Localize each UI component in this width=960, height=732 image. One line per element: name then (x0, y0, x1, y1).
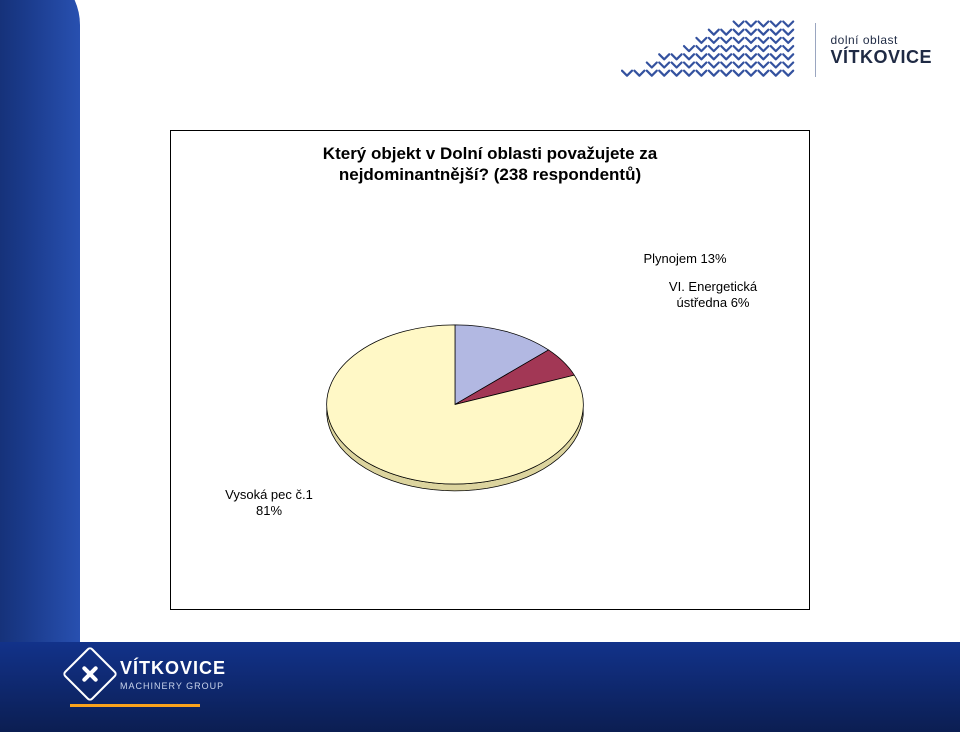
chart-title: Který objekt v Dolní oblasti považujete … (171, 143, 809, 186)
chevron-cloud-icon (621, 18, 801, 82)
chart-title-line1: Který objekt v Dolní oblasti považujete … (323, 144, 657, 163)
pie-chart (301, 259, 609, 567)
footer-logo-mark-icon (62, 646, 119, 703)
footer-brand: VÍTKOVICE (120, 658, 226, 679)
label-text: Plynojem 13% (643, 251, 726, 266)
chart-title-line2: nejdominantnější? (238 respondentů) (339, 165, 641, 184)
logo-divider (815, 23, 816, 77)
top-right-logo: dolní oblast VÍTKOVICE (621, 18, 932, 82)
label-text-l1: VI. Energetická (669, 279, 757, 294)
logo-lower-text: VÍTKOVICE (830, 47, 932, 68)
slice-label-vysoka-pec: Vysoká pec č.1 81% (209, 487, 329, 518)
swoosh-outer (0, 0, 80, 732)
footer-bar: VÍTKOVICE MACHINERY GROUP (0, 642, 960, 732)
label-text-l1: Vysoká pec č.1 (225, 487, 313, 502)
left-swoosh (0, 0, 100, 732)
logo-upper-text: dolní oblast (830, 33, 932, 47)
footer-orange-rule (70, 704, 200, 707)
logo-text: dolní oblast VÍTKOVICE (830, 33, 932, 68)
footer-subbrand: MACHINERY GROUP (120, 681, 226, 691)
slice-label-ustredna: VI. Energetická ústředna 6% (643, 279, 783, 310)
chart-panel: Který objekt v Dolní oblasti považujete … (170, 130, 810, 610)
slice-label-plynojem: Plynojem 13% (625, 251, 745, 267)
label-text-l2: 81% (256, 503, 282, 518)
footer-logo: VÍTKOVICE MACHINERY GROUP (70, 654, 226, 694)
label-text-l2: ústředna 6% (677, 295, 750, 310)
